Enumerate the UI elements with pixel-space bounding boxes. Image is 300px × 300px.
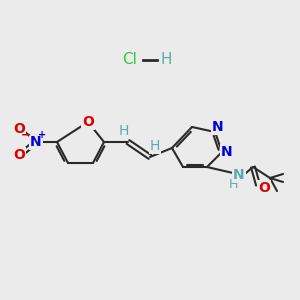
- Text: +: +: [38, 130, 46, 140]
- Text: H: H: [119, 124, 129, 138]
- Text: H: H: [150, 139, 160, 153]
- Text: N: N: [221, 145, 233, 159]
- Text: −: −: [21, 128, 31, 142]
- Text: O: O: [13, 148, 25, 162]
- Text: O: O: [82, 115, 94, 129]
- Text: O: O: [13, 122, 25, 136]
- Text: Cl: Cl: [123, 52, 137, 68]
- Text: O: O: [258, 181, 270, 195]
- Text: N: N: [212, 120, 224, 134]
- Text: N: N: [233, 168, 245, 182]
- Text: H: H: [160, 52, 172, 68]
- Text: N: N: [30, 135, 42, 149]
- Text: H: H: [228, 178, 238, 190]
